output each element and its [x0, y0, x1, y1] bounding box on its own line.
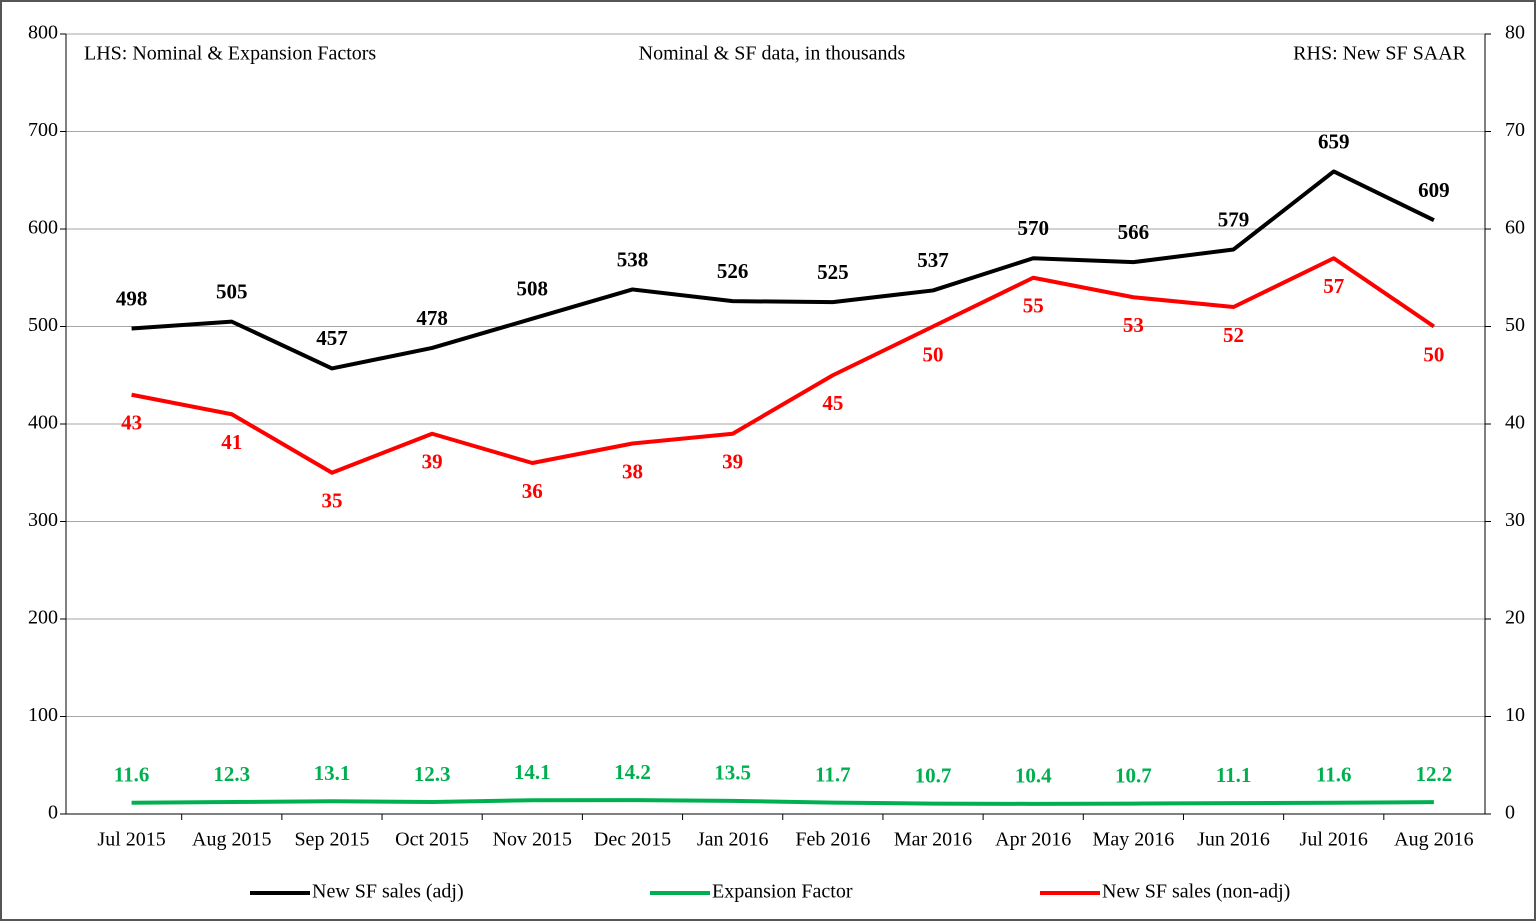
data-label: 570	[1017, 216, 1049, 240]
data-label: 12.2	[1416, 762, 1453, 786]
data-label: 12.3	[414, 762, 451, 786]
data-label: 659	[1318, 129, 1350, 153]
legend-label: New SF sales (adj)	[312, 881, 464, 903]
legend-label: New SF sales (non-adj)	[1102, 881, 1290, 903]
annotation-center: Nominal & SF data, in thousands	[639, 43, 906, 65]
data-label: 10.4	[1015, 764, 1052, 788]
y2-tick-label: 30	[1505, 509, 1525, 531]
data-label: 526	[717, 259, 749, 283]
y2-tick-label: 50	[1505, 314, 1525, 336]
data-label: 50	[1423, 342, 1444, 366]
data-label: 50	[923, 342, 944, 366]
y-tick-label: 600	[28, 217, 58, 239]
y2-tick-label: 10	[1505, 704, 1525, 726]
data-label: 579	[1218, 207, 1250, 231]
y-tick-label: 800	[28, 22, 58, 44]
data-label: 478	[416, 306, 448, 330]
y-tick-label: 300	[28, 509, 58, 531]
data-label: 39	[722, 450, 743, 474]
y2-tick-label: 70	[1505, 119, 1525, 141]
y2-tick-label: 40	[1505, 412, 1525, 434]
data-label: 508	[517, 277, 549, 301]
x-tick-label: Nov 2015	[493, 829, 572, 851]
y-tick-label: 700	[28, 119, 58, 141]
data-label: 498	[116, 286, 148, 310]
x-tick-label: Jan 2016	[697, 829, 769, 851]
y-tick-label: 200	[28, 607, 58, 629]
data-label: 43	[121, 411, 142, 435]
x-tick-label: Oct 2015	[395, 829, 469, 851]
series-line	[131, 169, 1435, 371]
x-tick-label: Aug 2015	[192, 829, 271, 851]
data-label: 41	[221, 430, 242, 454]
x-tick-label: Dec 2015	[594, 829, 671, 851]
x-tick-label: Aug 2016	[1394, 829, 1473, 851]
series-line	[131, 798, 1434, 806]
x-tick-label: Mar 2016	[894, 829, 972, 851]
data-label: 52	[1223, 323, 1244, 347]
data-label: 11.7	[815, 762, 851, 786]
y-tick-label: 400	[28, 412, 58, 434]
data-label: 566	[1118, 220, 1150, 244]
data-label: 53	[1123, 313, 1144, 337]
data-label: 45	[822, 391, 843, 415]
data-label: 457	[316, 326, 348, 350]
data-label: 609	[1418, 178, 1450, 202]
annotation-left: LHS: Nominal & Expansion Factors	[84, 43, 376, 65]
x-tick-label: Apr 2016	[995, 829, 1071, 851]
legend-label: Expansion Factor	[712, 881, 853, 903]
data-label: 537	[917, 248, 949, 272]
data-label: 525	[817, 260, 849, 284]
data-label: 10.7	[1115, 763, 1152, 787]
x-tick-label: Sep 2015	[294, 829, 369, 851]
y2-tick-label: 20	[1505, 607, 1525, 629]
data-label: 55	[1023, 294, 1044, 318]
data-label: 14.1	[514, 760, 551, 784]
x-tick-label: May 2016	[1093, 829, 1175, 851]
data-label: 36	[522, 479, 543, 503]
y2-tick-label: 80	[1505, 22, 1525, 44]
y-tick-label: 100	[28, 704, 58, 726]
data-label: 505	[216, 279, 248, 303]
data-label: 39	[422, 450, 443, 474]
data-label: 38	[622, 459, 643, 483]
x-tick-label: Jul 2015	[97, 829, 165, 851]
data-label: 35	[321, 489, 342, 513]
data-label: 13.1	[314, 761, 351, 785]
series-line	[131, 256, 1436, 475]
y2-tick-label: 0	[1505, 802, 1515, 824]
x-tick-label: Feb 2016	[795, 829, 870, 851]
data-label: 13.5	[714, 761, 751, 785]
y-tick-label: 500	[28, 314, 58, 336]
data-label: 57	[1323, 274, 1344, 298]
data-label: 11.6	[114, 763, 150, 787]
data-label: 10.7	[915, 763, 952, 787]
data-label: 11.6	[1316, 763, 1352, 787]
data-label: 11.1	[1216, 763, 1252, 787]
data-label: 538	[617, 247, 649, 271]
x-tick-label: Jun 2016	[1197, 829, 1270, 851]
annotation-right: RHS: New SF SAAR	[1293, 43, 1466, 65]
y2-tick-label: 60	[1505, 217, 1525, 239]
data-label: 12.3	[213, 762, 250, 786]
x-tick-label: Jul 2016	[1300, 829, 1368, 851]
data-label: 14.2	[614, 760, 651, 784]
y-tick-label: 0	[48, 802, 58, 824]
